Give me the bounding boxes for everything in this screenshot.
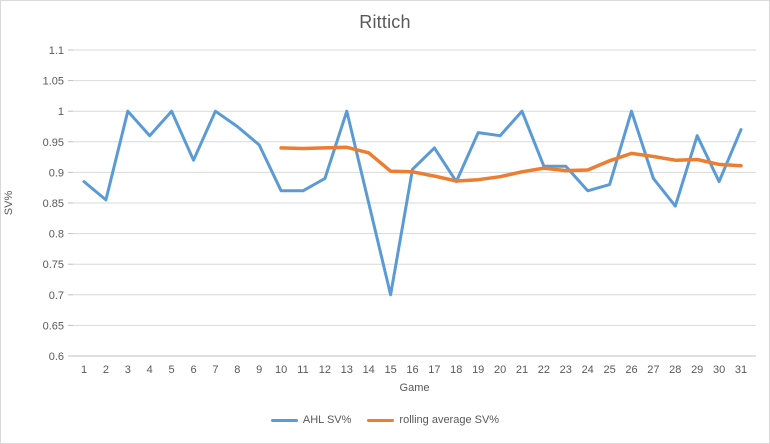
x-tick-label: 3 bbox=[125, 364, 131, 376]
x-tick-label: 7 bbox=[212, 364, 218, 376]
x-tick-label: 26 bbox=[625, 364, 637, 376]
legend-item-ahl-sv: AHL SV% bbox=[270, 414, 352, 426]
x-tick-label: 24 bbox=[582, 364, 594, 376]
y-tick-label: 0.95 bbox=[43, 137, 64, 149]
x-tick-label: 2 bbox=[103, 364, 109, 376]
y-tick-label: 0.75 bbox=[43, 259, 64, 271]
x-tick-label: 5 bbox=[169, 364, 175, 376]
y-tick-label: 1.05 bbox=[43, 76, 64, 88]
x-tick-label: 20 bbox=[494, 364, 506, 376]
y-tick-label: 0.6 bbox=[49, 351, 64, 363]
x-tick-label: 8 bbox=[234, 364, 240, 376]
x-tick-label: 17 bbox=[428, 364, 440, 376]
x-tick-label: 27 bbox=[647, 364, 659, 376]
y-tick-label: 0.7 bbox=[49, 290, 64, 302]
y-tick-label: 0.9 bbox=[49, 167, 64, 179]
x-tick-label: 4 bbox=[147, 364, 153, 376]
x-tick-label: 18 bbox=[450, 364, 462, 376]
x-tick-label: 29 bbox=[691, 364, 703, 376]
x-tick-label: 22 bbox=[538, 364, 550, 376]
legend-line-swatch-orange-icon bbox=[367, 418, 395, 422]
y-tick-label: 1 bbox=[58, 106, 64, 118]
x-tick-label: 14 bbox=[363, 364, 375, 376]
legend-label-rolling-average: rolling average SV% bbox=[399, 414, 500, 426]
series-line-rolling-average bbox=[279, 145, 743, 183]
legend-item-rolling-average: rolling average SV% bbox=[367, 414, 499, 426]
x-tick-label: 25 bbox=[603, 364, 615, 376]
x-tick-label: 30 bbox=[713, 364, 725, 376]
x-axis-title: Game bbox=[399, 382, 430, 394]
legend: AHL SV% rolling average SV% bbox=[1, 414, 769, 426]
legend-label-ahl-sv: AHL SV% bbox=[302, 414, 352, 426]
y-axis-title: SV% bbox=[3, 190, 15, 216]
x-tick-label: 31 bbox=[735, 364, 747, 376]
chart-title: Rittich bbox=[359, 12, 411, 32]
x-tick-label: 1 bbox=[81, 364, 87, 376]
legend-line-swatch-blue-icon bbox=[270, 418, 298, 422]
x-tick-label: 10 bbox=[275, 364, 287, 376]
x-tick-label: 15 bbox=[384, 364, 396, 376]
y-tick-label: 0.65 bbox=[43, 320, 64, 332]
series-line-ahl-sv bbox=[82, 109, 743, 297]
x-tick-label: 12 bbox=[319, 364, 331, 376]
x-tick-label: 23 bbox=[560, 364, 572, 376]
y-tick-label: 0.8 bbox=[49, 229, 64, 241]
y-tick-label: 0.85 bbox=[43, 198, 64, 210]
x-tick-label: 16 bbox=[406, 364, 418, 376]
x-tick-label: 28 bbox=[669, 364, 681, 376]
y-tick-label: 1.1 bbox=[49, 45, 64, 57]
x-tick-label: 13 bbox=[341, 364, 353, 376]
x-tick-label: 9 bbox=[256, 364, 262, 376]
x-tick-label: 11 bbox=[297, 364, 308, 376]
x-tick-label: 6 bbox=[190, 364, 196, 376]
x-tick-label: 19 bbox=[472, 364, 484, 376]
x-tick-label: 21 bbox=[516, 364, 528, 376]
